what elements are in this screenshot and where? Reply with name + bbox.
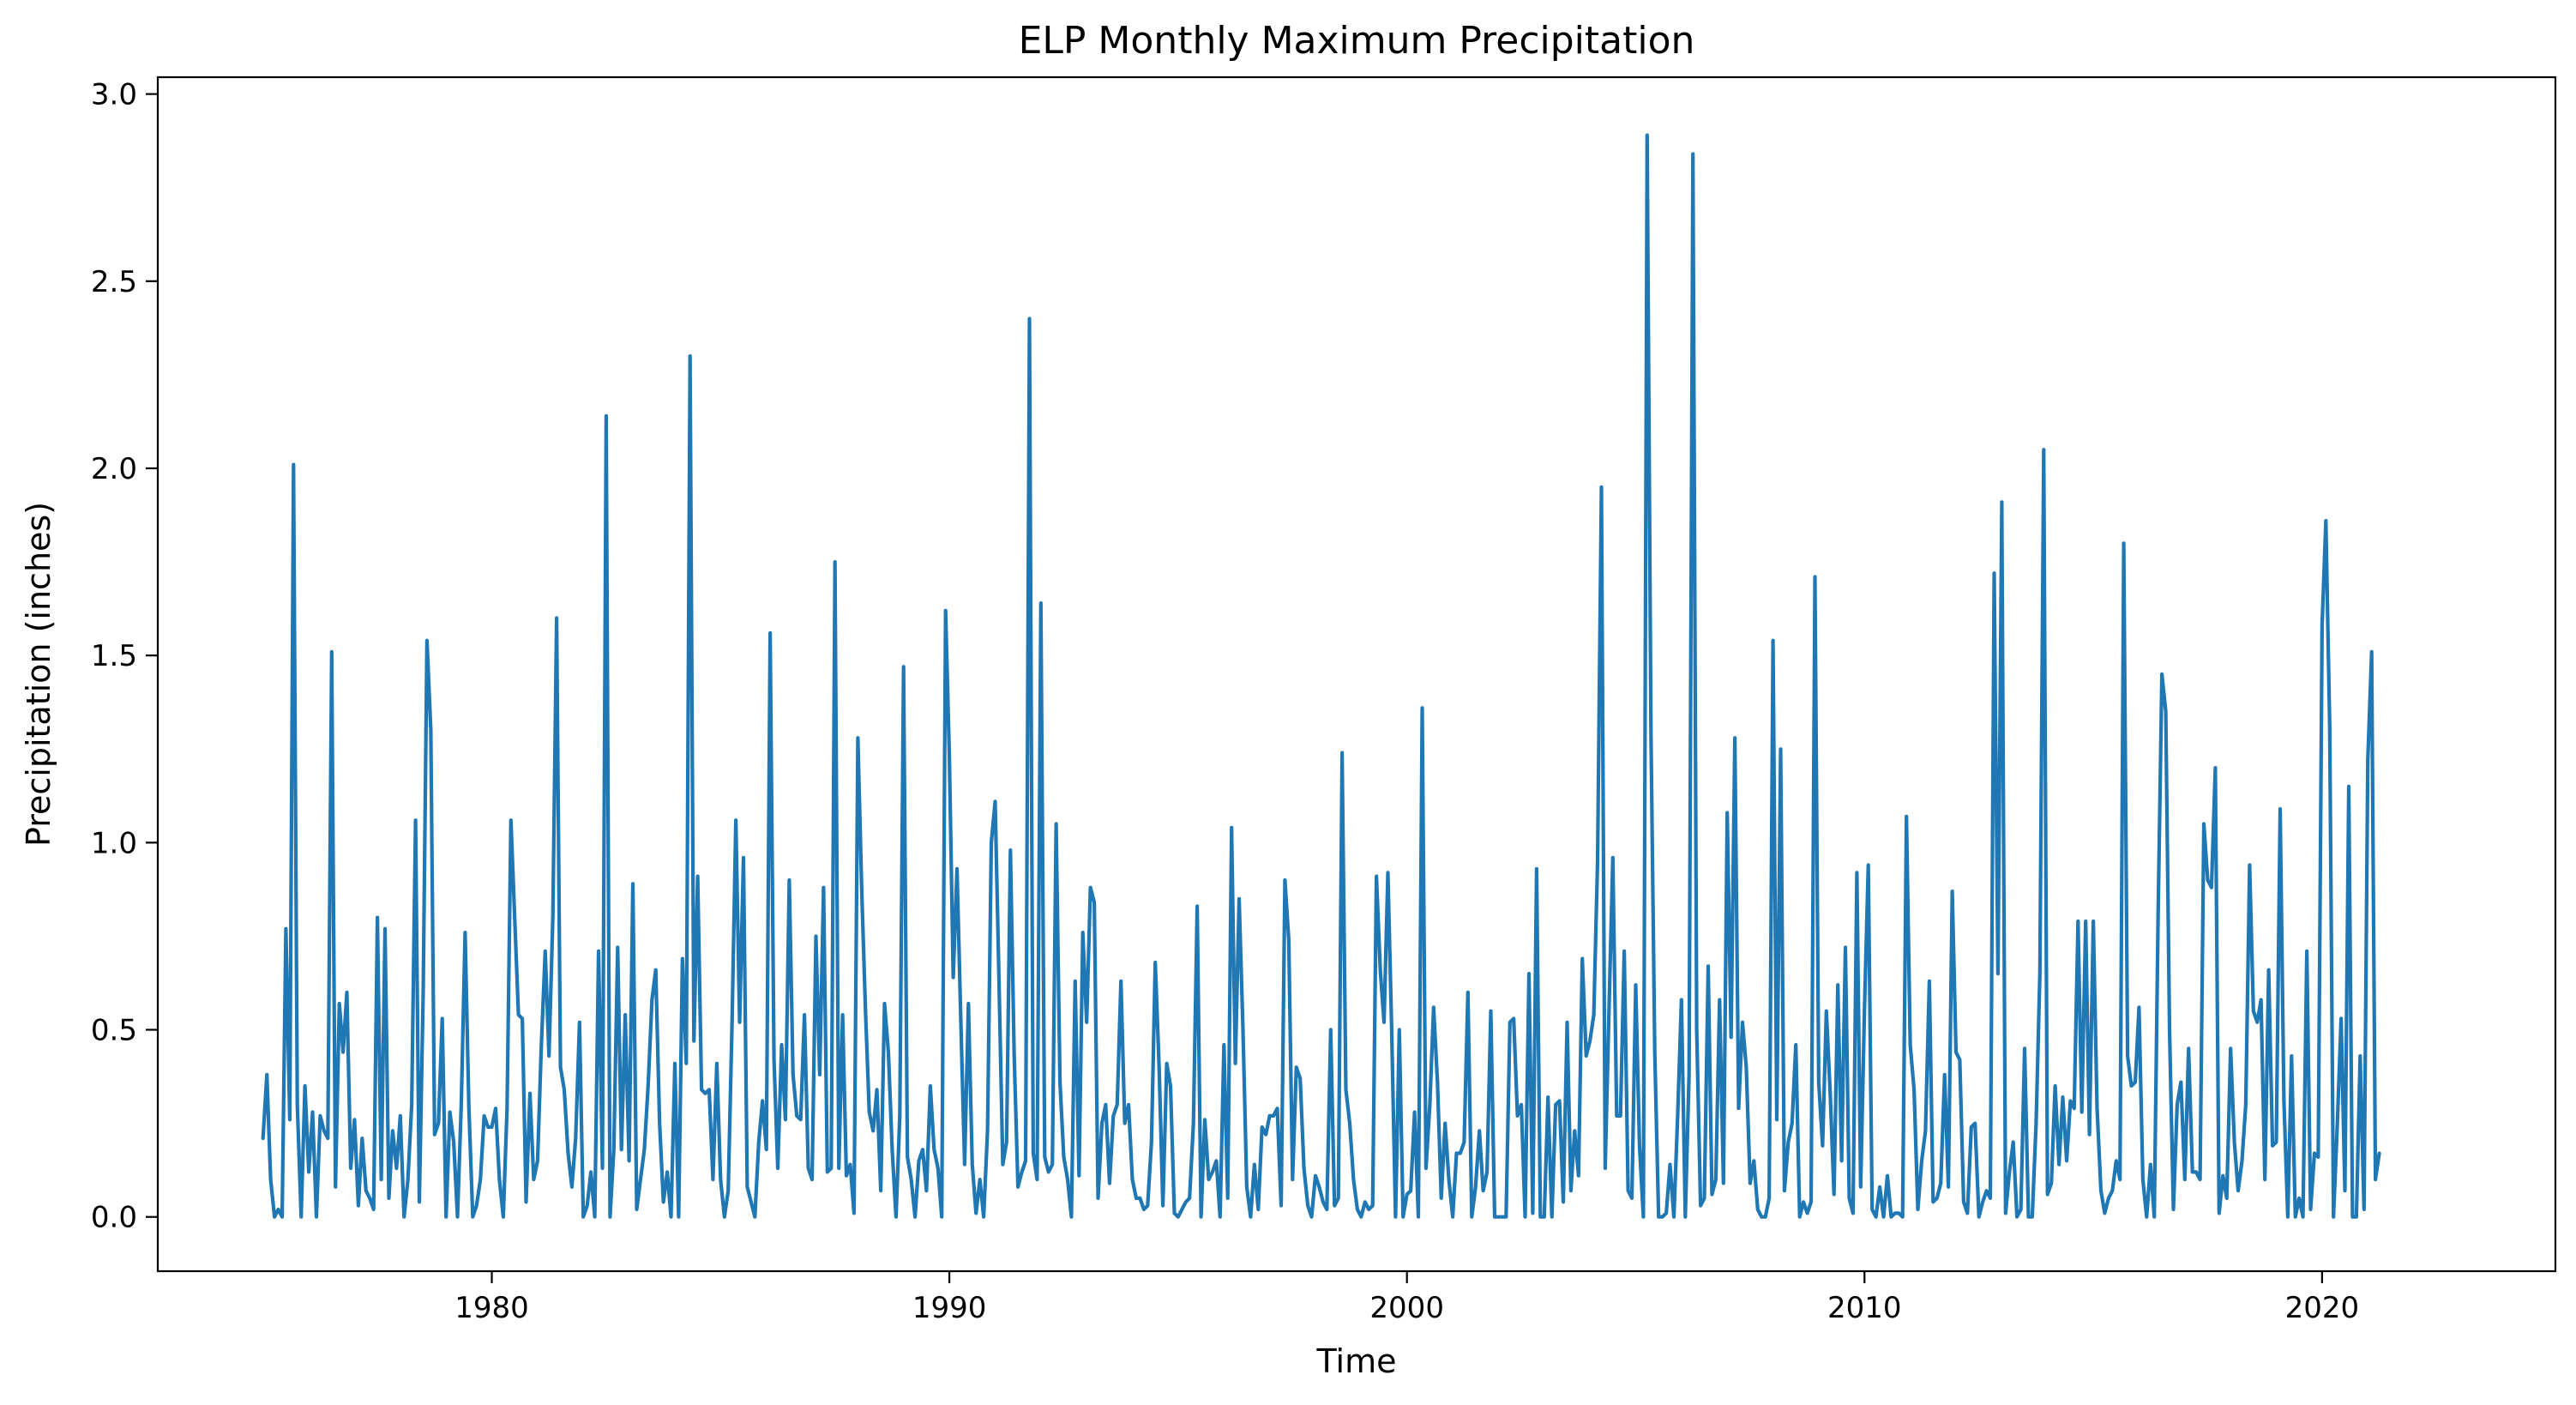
precipitation-series-line xyxy=(261,133,2381,1219)
axes-frame xyxy=(156,75,2557,1273)
y-axis-label: Precipitation (inches) xyxy=(20,502,57,847)
y-axis-ticks: 0.0 0.5 1.0 1.5 2.0 2.5 3.0 xyxy=(91,78,158,1235)
y-tick-label: 1.0 xyxy=(91,826,137,860)
x-tick-label: 2010 xyxy=(1827,1291,1902,1325)
x-tick-label: 1990 xyxy=(912,1291,987,1325)
y-tick-label: 2.0 xyxy=(91,452,137,486)
x-tick-label: 1980 xyxy=(454,1291,529,1325)
y-tick-label: 0.0 xyxy=(91,1201,137,1235)
x-tick-label: 2000 xyxy=(1369,1291,1444,1325)
y-tick-label: 0.5 xyxy=(91,1014,137,1048)
x-tick-label: 2020 xyxy=(2285,1291,2360,1325)
x-axis-label: Time xyxy=(1316,1342,1397,1380)
y-tick-label: 3.0 xyxy=(91,78,137,112)
chart-title: ELP Monthly Maximum Precipitation xyxy=(1019,19,1695,63)
y-tick-label: 1.5 xyxy=(91,639,137,673)
y-tick-label: 2.5 xyxy=(91,265,137,299)
x-axis-ticks: 1980 1990 2000 2010 2020 xyxy=(454,1271,2359,1325)
